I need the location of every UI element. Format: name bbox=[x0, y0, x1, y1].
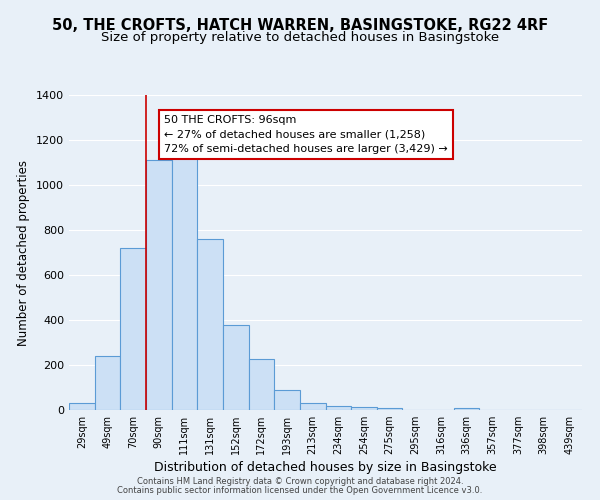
Bar bbox=[351, 406, 377, 410]
Bar bbox=[197, 239, 223, 410]
Bar bbox=[69, 403, 95, 410]
Y-axis label: Number of detached properties: Number of detached properties bbox=[17, 160, 31, 346]
Bar bbox=[454, 408, 479, 410]
Bar bbox=[121, 248, 146, 410]
Bar bbox=[172, 158, 197, 410]
Bar bbox=[223, 324, 248, 410]
Bar bbox=[95, 356, 121, 410]
Bar bbox=[325, 406, 351, 410]
Bar bbox=[248, 360, 274, 410]
Text: 50, THE CROFTS, HATCH WARREN, BASINGSTOKE, RG22 4RF: 50, THE CROFTS, HATCH WARREN, BASINGSTOK… bbox=[52, 18, 548, 32]
Text: Size of property relative to detached houses in Basingstoke: Size of property relative to detached ho… bbox=[101, 31, 499, 44]
Bar bbox=[274, 390, 300, 410]
X-axis label: Distribution of detached houses by size in Basingstoke: Distribution of detached houses by size … bbox=[154, 462, 497, 474]
Bar bbox=[377, 408, 403, 410]
Text: 50 THE CROFTS: 96sqm
← 27% of detached houses are smaller (1,258)
72% of semi-de: 50 THE CROFTS: 96sqm ← 27% of detached h… bbox=[164, 116, 448, 154]
Text: Contains public sector information licensed under the Open Government Licence v3: Contains public sector information licen… bbox=[118, 486, 482, 495]
Bar bbox=[300, 403, 325, 410]
Text: Contains HM Land Registry data © Crown copyright and database right 2024.: Contains HM Land Registry data © Crown c… bbox=[137, 477, 463, 486]
Bar bbox=[146, 160, 172, 410]
